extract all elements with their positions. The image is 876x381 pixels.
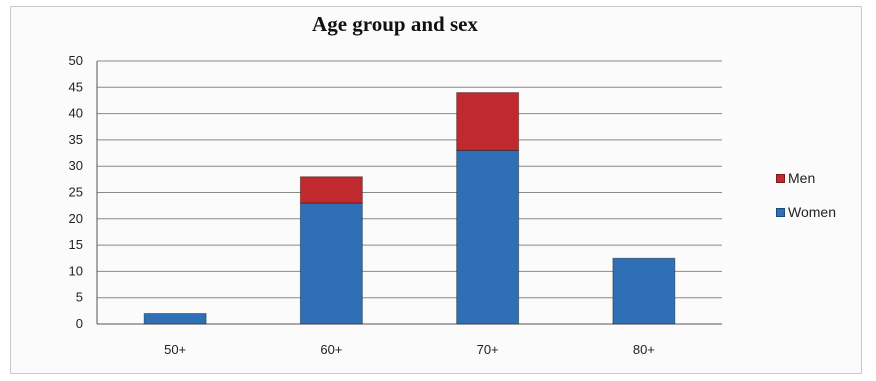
x-tick-label: 50+	[164, 342, 186, 357]
bar-men-60plus	[299, 176, 363, 204]
bar-women-50plus	[143, 312, 207, 325]
bar-men-70plus	[456, 92, 520, 151]
bar-women-60plus	[299, 202, 363, 325]
y-tick-label: 30	[69, 158, 83, 173]
legend-swatch-men	[776, 173, 785, 183]
legend-item-women: Women	[776, 202, 836, 222]
y-tick-label: 20	[69, 211, 83, 226]
x-tick-label: 80+	[633, 342, 655, 357]
legend-label-women: Women	[788, 204, 836, 220]
bar-women-70plus	[456, 149, 520, 325]
x-tick-label: 70+	[477, 342, 499, 357]
y-tick-label: 35	[69, 132, 83, 147]
legend-swatch-women	[776, 207, 785, 217]
x-tick-label: 60+	[320, 342, 342, 357]
chart-legend: Men Women	[776, 168, 836, 236]
y-tick-label: 10	[69, 263, 83, 278]
y-tick-label: 0	[76, 316, 83, 331]
y-tick-label: 50	[69, 53, 83, 68]
chart-frame	[10, 6, 862, 374]
bar-women-80plus	[612, 257, 676, 325]
chart-title: Age group and sex	[312, 12, 478, 36]
legend-item-men: Men	[776, 168, 836, 188]
y-tick-label: 40	[69, 106, 83, 121]
y-tick-label: 25	[69, 185, 83, 200]
y-tick-label: 15	[69, 237, 83, 252]
y-tick-label: 45	[69, 79, 83, 94]
legend-label-men: Men	[788, 170, 816, 186]
y-tick-label: 5	[76, 290, 83, 305]
